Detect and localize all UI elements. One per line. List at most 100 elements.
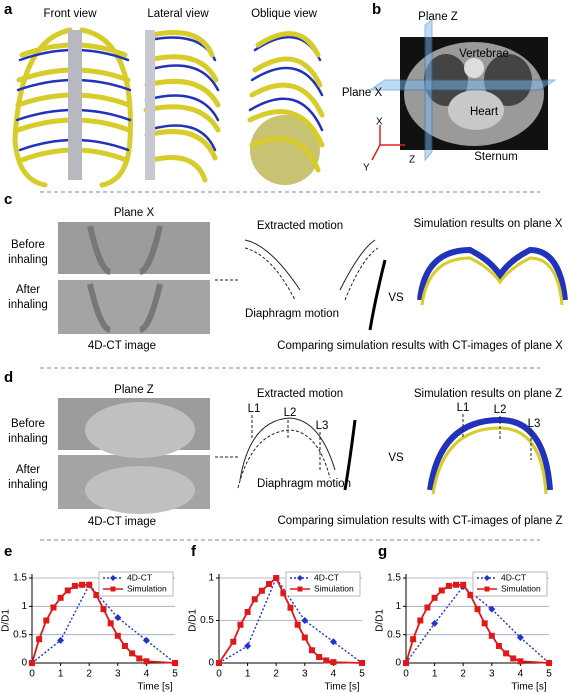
marker <box>237 621 244 628</box>
marker <box>329 638 337 646</box>
marker <box>488 605 496 613</box>
legend-box <box>472 571 548 597</box>
legend-marker <box>484 575 490 581</box>
sketch-label: Diaphragm motion <box>245 308 339 320</box>
legend-label: Simulation <box>127 583 167 593</box>
x-tick-label: 4 <box>331 669 337 680</box>
view-label: Lateral view <box>147 8 209 20</box>
level-label: L3 <box>528 418 541 430</box>
plane-label: Plane Z <box>418 11 458 23</box>
level-label: L2 <box>284 407 297 419</box>
marker <box>79 581 86 588</box>
state-label: After <box>16 464 40 476</box>
marker <box>403 660 409 666</box>
legend-marker <box>110 586 116 592</box>
marker <box>230 638 237 645</box>
rib-cage-oblique <box>247 31 325 185</box>
marker <box>323 657 330 664</box>
marker <box>488 632 495 639</box>
marker <box>431 619 439 627</box>
state-label: Before <box>11 239 45 251</box>
sketch-label: Extracted motion <box>257 220 343 232</box>
marker <box>280 590 287 597</box>
marker <box>266 580 273 587</box>
panel-letter: e <box>4 543 12 560</box>
state-label: Before <box>11 418 45 430</box>
legend-box <box>285 571 361 597</box>
marker <box>424 604 431 611</box>
y-tick-label: 1.5 <box>13 573 27 584</box>
legend-marker <box>484 586 490 592</box>
ct-slice <box>368 19 557 162</box>
axis-name: Y <box>363 163 370 174</box>
marker <box>474 606 481 613</box>
x-tick-label: 3 <box>489 669 495 680</box>
axis-name: Z <box>409 155 415 166</box>
legend-box <box>98 571 174 597</box>
level-label: L1 <box>248 403 261 415</box>
panel-letter: f <box>191 543 197 560</box>
view-label: Front view <box>43 8 97 20</box>
panel-letter: d <box>4 369 13 386</box>
view-label: Oblique view <box>251 8 318 20</box>
sim-label: Simulation results on plane Z <box>414 388 562 400</box>
x-tick-label: 1 <box>245 669 251 680</box>
state-label: After <box>16 284 40 296</box>
marker <box>308 647 315 654</box>
marker <box>467 592 474 598</box>
series-line <box>218 576 363 664</box>
marker <box>301 634 308 641</box>
x-axis-label: Time [s] <box>511 682 546 693</box>
x-axis-label: Time [s] <box>137 682 172 693</box>
x-tick-label: 0 <box>403 669 409 680</box>
x-tick-label: 3 <box>115 669 121 680</box>
level-label: L2 <box>494 404 507 416</box>
marker <box>359 660 365 666</box>
x-tick-label: 4 <box>518 669 524 680</box>
marker <box>495 643 502 649</box>
marker <box>57 636 65 644</box>
x-tick-label: 1 <box>58 669 64 680</box>
series-line <box>405 583 550 664</box>
marker <box>294 621 301 628</box>
legend-marker <box>297 575 303 581</box>
y-tick-label: 1 <box>21 601 27 612</box>
x-tick-label: 2 <box>273 669 279 680</box>
marker <box>29 660 35 666</box>
extracted-motion-x <box>244 239 387 331</box>
marker <box>453 581 460 588</box>
y-tick-label: 0.5 <box>13 629 27 640</box>
marker <box>100 606 107 613</box>
plane-label: Plane Z <box>114 384 154 396</box>
y-axis-label: D/D1 <box>1 609 12 632</box>
y-tick-label: 0 <box>208 658 214 669</box>
marker <box>330 659 337 666</box>
marker <box>410 636 417 643</box>
panel-letter: g <box>378 543 387 560</box>
legend-label: 4D-CT <box>314 572 339 582</box>
x-tick-label: 0 <box>29 669 35 680</box>
x-tick-label: 5 <box>359 669 365 680</box>
marker <box>86 581 93 588</box>
panel-letter: c <box>4 191 12 208</box>
x-tick-label: 5 <box>172 669 178 680</box>
x-tick-label: 5 <box>546 669 552 680</box>
y-tick-label: 1 <box>395 601 401 612</box>
marker <box>114 632 121 639</box>
panel-letter: a <box>4 1 13 18</box>
legend-label: 4D-CT <box>501 572 526 582</box>
rib-cage-front <box>12 27 133 188</box>
marker <box>64 587 71 594</box>
marker <box>445 582 452 589</box>
marker <box>510 655 517 662</box>
series-line <box>31 583 176 664</box>
x-tick-label: 1 <box>432 669 438 680</box>
series-line <box>31 583 176 664</box>
marker <box>107 620 114 627</box>
caption: Comparing simulation results with CT-ima… <box>277 515 562 527</box>
plane-label: Plane X <box>342 87 383 99</box>
marker <box>36 636 43 643</box>
y-tick-label: 0.5 <box>387 629 401 640</box>
marker <box>71 582 78 589</box>
